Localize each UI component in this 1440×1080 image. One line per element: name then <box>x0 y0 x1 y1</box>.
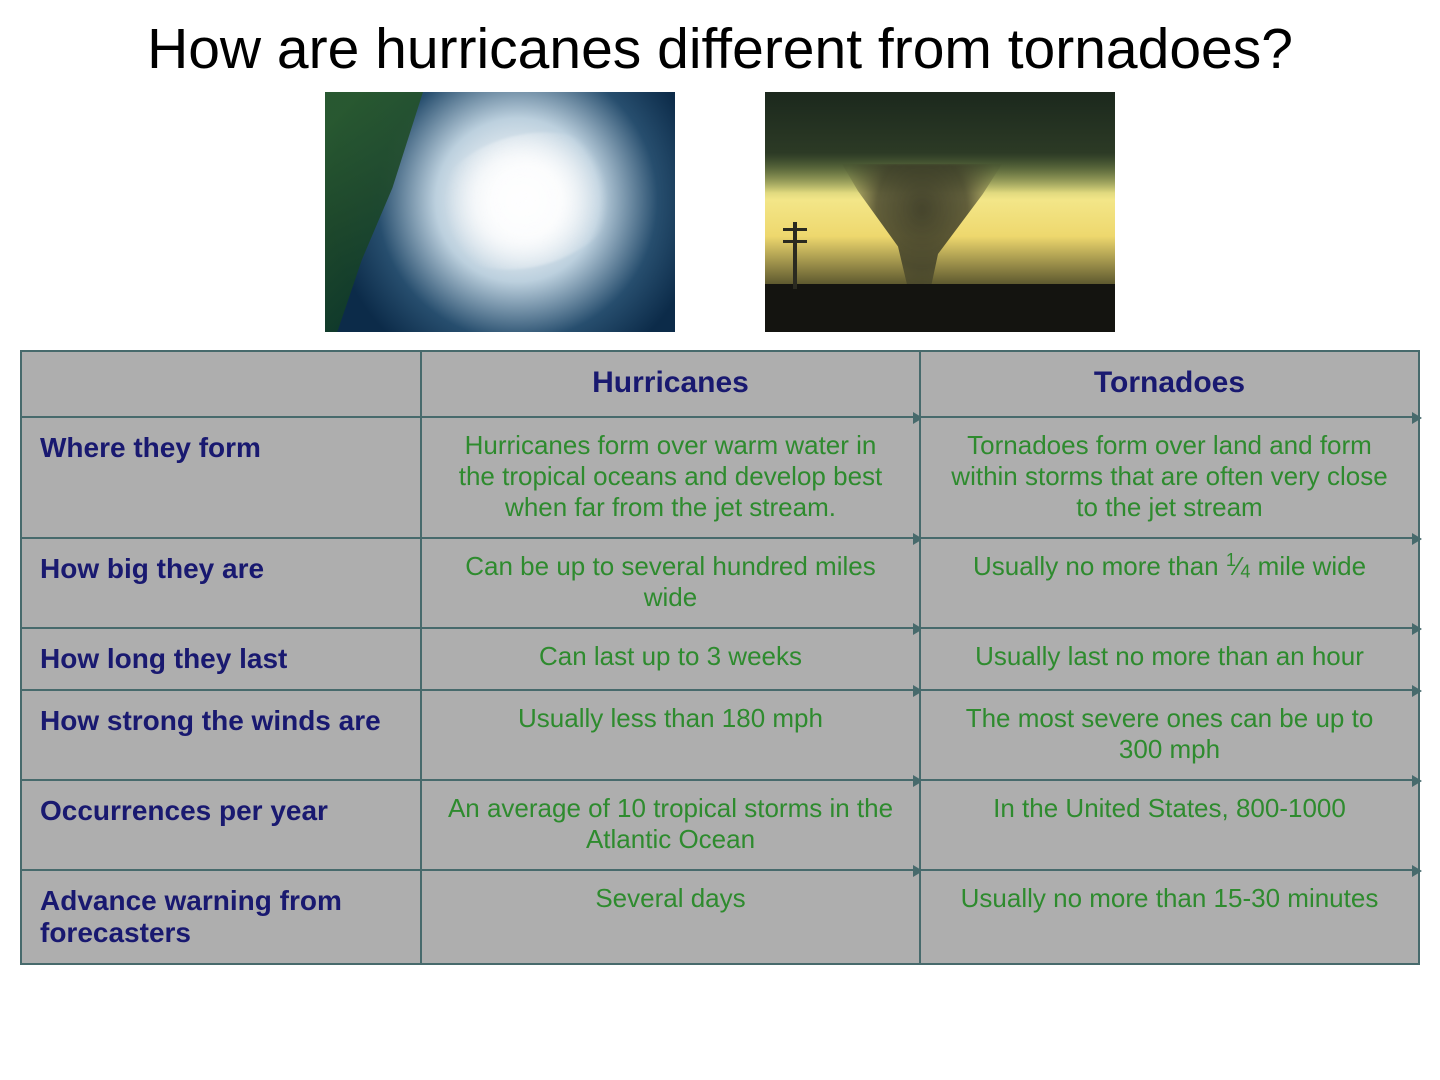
table-corner-cell <box>21 351 421 417</box>
image-row <box>20 92 1420 332</box>
cell-tornadoes: Usually no more than 15-30 minutes <box>920 870 1419 964</box>
page-title: How are hurricanes different from tornad… <box>20 16 1420 82</box>
comparison-table: Hurricanes Tornadoes Where they formHurr… <box>20 350 1420 965</box>
cell-hurricanes: Can last up to 3 weeks <box>421 628 920 690</box>
row-label: How long they last <box>21 628 421 690</box>
slide: How are hurricanes different from tornad… <box>0 0 1440 1080</box>
tornado-image <box>765 92 1115 332</box>
row-label: How strong the winds are <box>21 690 421 780</box>
table-row: Occurrences per yearAn average of 10 tro… <box>21 780 1419 870</box>
cell-hurricanes: Several days <box>421 870 920 964</box>
table-row: How strong the winds areUsually less tha… <box>21 690 1419 780</box>
table-header-row: Hurricanes Tornadoes <box>21 351 1419 417</box>
tornado-ground <box>765 284 1115 332</box>
cell-tornadoes: Usually no more than 1⁄4 mile wide <box>920 538 1419 628</box>
hurricane-image <box>325 92 675 332</box>
row-label: Advance warning from forecasters <box>21 870 421 964</box>
utility-pole-icon <box>793 222 797 289</box>
cell-hurricanes: Hurricanes form over warm water in the t… <box>421 417 920 538</box>
table-row: How long they lastCan last up to 3 weeks… <box>21 628 1419 690</box>
row-label: How big they are <box>21 538 421 628</box>
row-label: Occurrences per year <box>21 780 421 870</box>
cell-tornadoes: Usually last no more than an hour <box>920 628 1419 690</box>
row-label: Where they form <box>21 417 421 538</box>
table-row: Where they formHurricanes form over warm… <box>21 417 1419 538</box>
table-row: How big they areCan be up to several hun… <box>21 538 1419 628</box>
table-body: Where they formHurricanes form over warm… <box>21 417 1419 964</box>
cell-tornadoes: The most severe ones can be up to 300 mp… <box>920 690 1419 780</box>
cell-hurricanes: Usually less than 180 mph <box>421 690 920 780</box>
cell-hurricanes: An average of 10 tropical storms in the … <box>421 780 920 870</box>
cell-tornadoes: In the United States, 800-1000 <box>920 780 1419 870</box>
table-row: Advance warning from forecastersSeveral … <box>21 870 1419 964</box>
col-header-tornadoes: Tornadoes <box>920 351 1419 417</box>
cell-hurricanes: Can be up to several hundred miles wide <box>421 538 920 628</box>
cell-tornadoes: Tornadoes form over land and form within… <box>920 417 1419 538</box>
col-header-hurricanes: Hurricanes <box>421 351 920 417</box>
